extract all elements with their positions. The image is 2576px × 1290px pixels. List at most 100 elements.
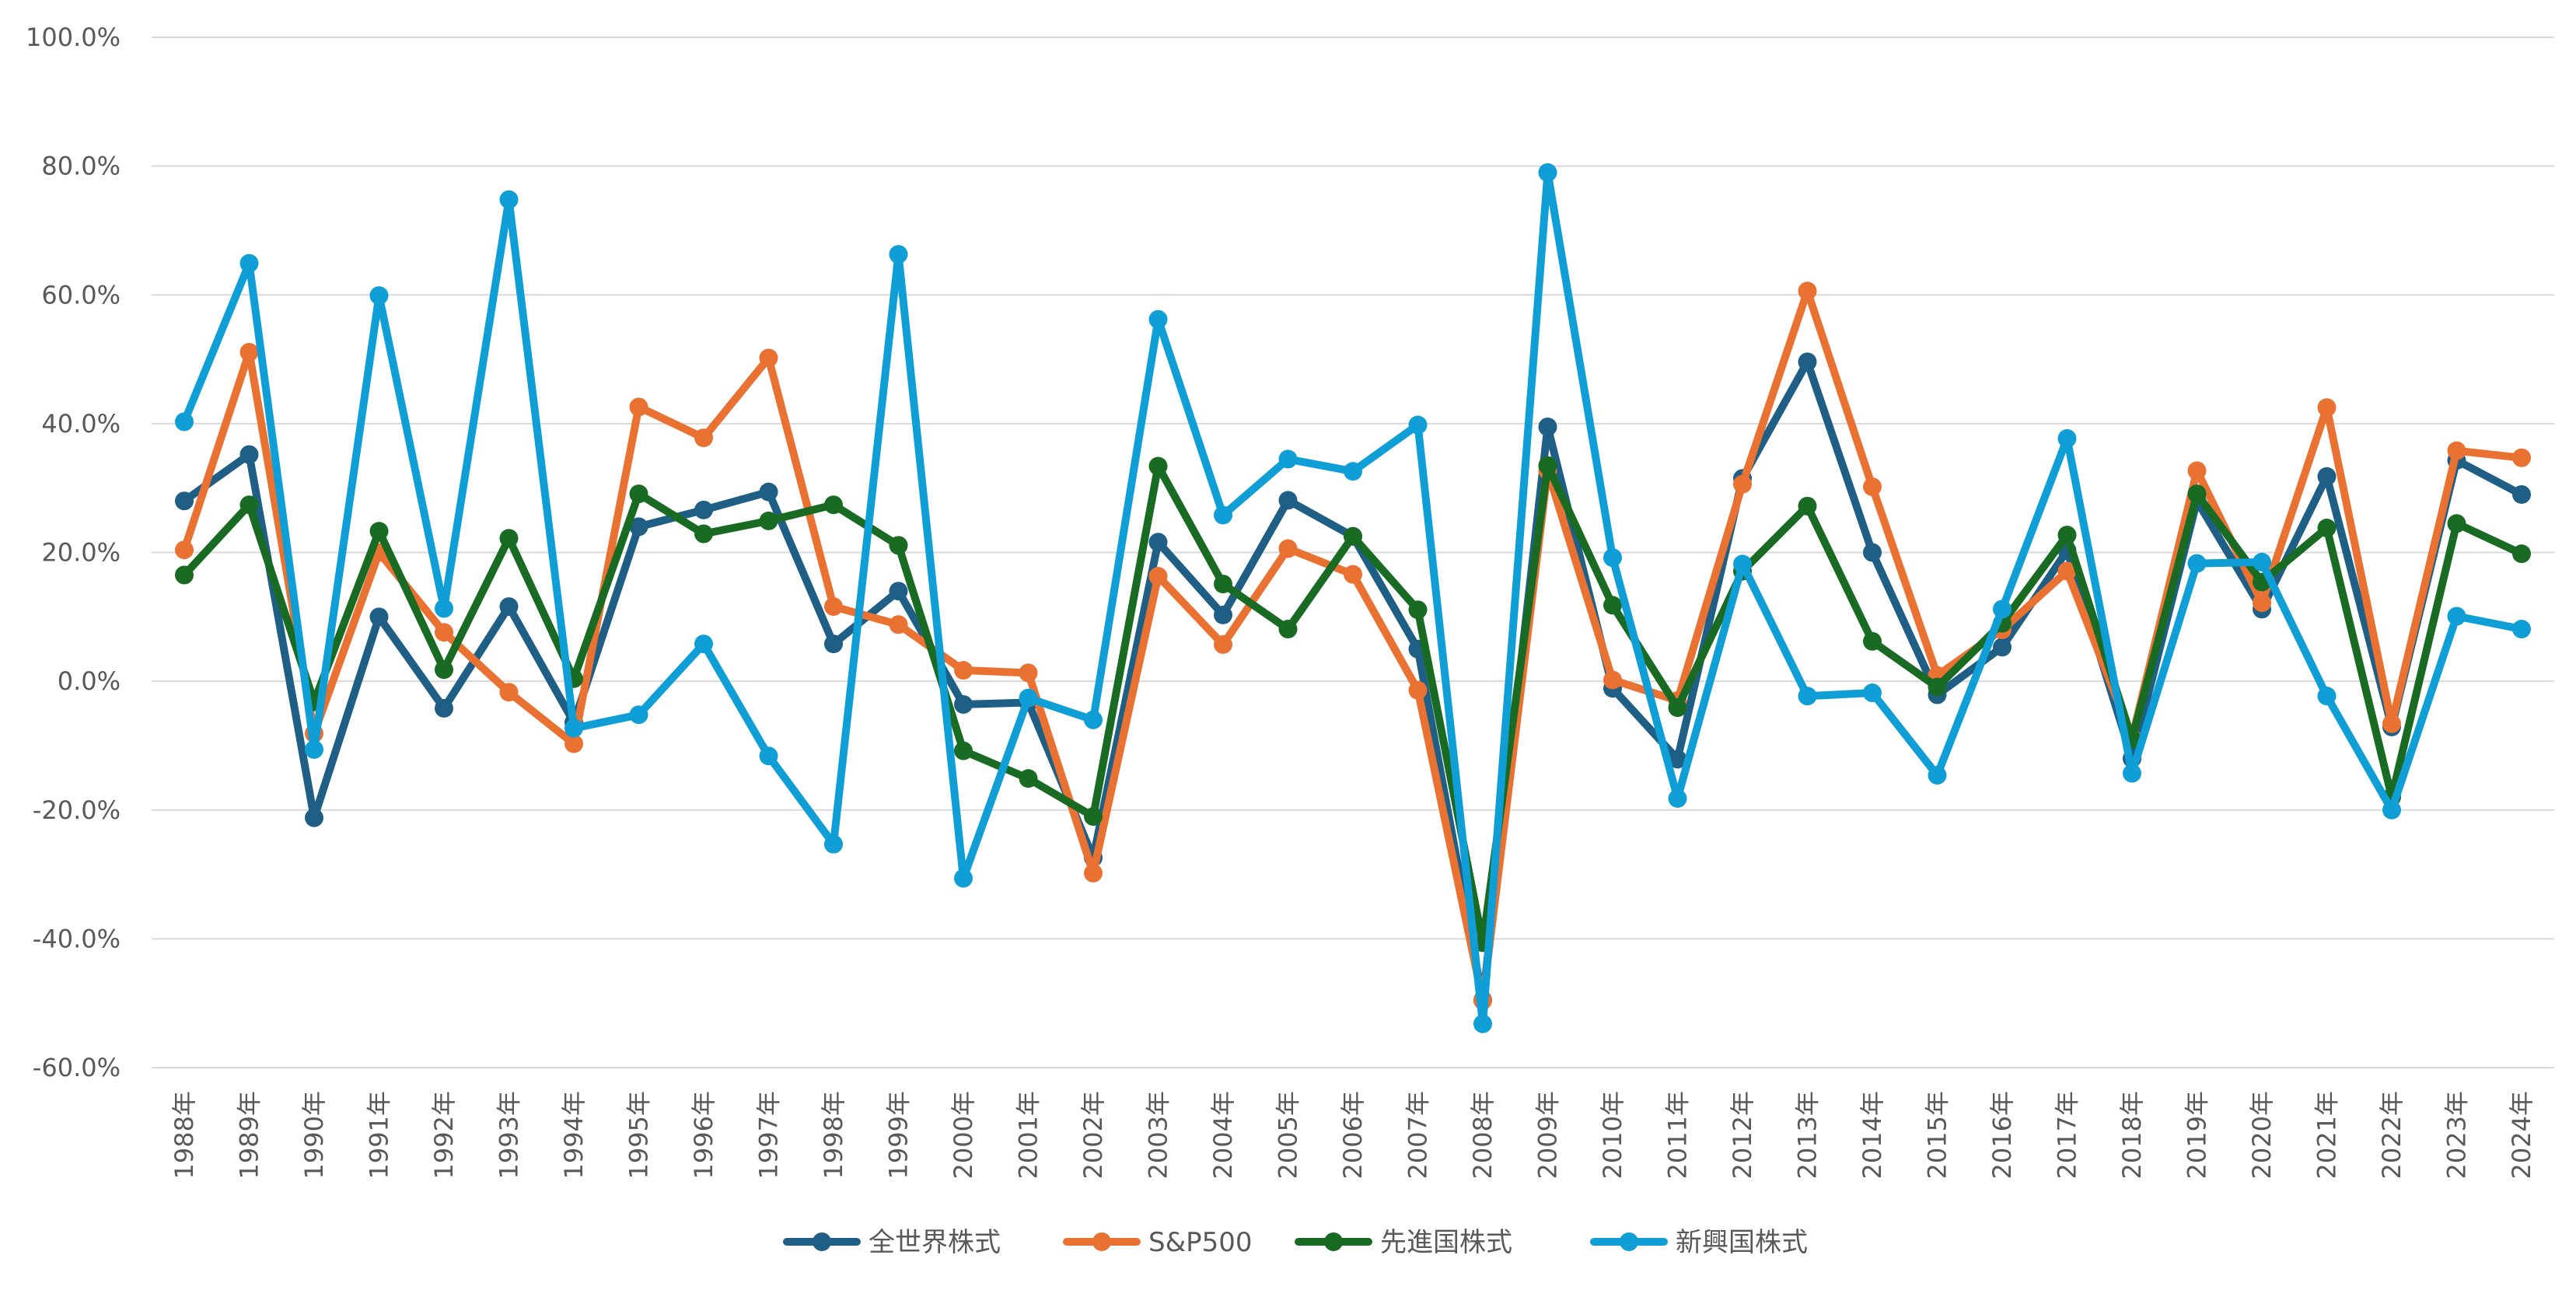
data-point — [889, 582, 908, 601]
y-tick-label: -40.0% — [33, 924, 121, 953]
data-point — [2382, 800, 2401, 820]
data-point — [824, 597, 843, 617]
data-point — [499, 529, 519, 548]
data-point — [2512, 448, 2531, 467]
data-point — [2253, 552, 2271, 572]
data-point — [824, 495, 843, 515]
x-tick-label: 2003年 — [1144, 1091, 1173, 1179]
x-tick-label: 2008年 — [1468, 1091, 1498, 1179]
data-point — [1603, 670, 1622, 690]
data-point — [2057, 428, 2077, 448]
data-point — [175, 491, 194, 511]
data-point — [954, 661, 973, 680]
data-point — [2447, 514, 2466, 533]
data-point — [1214, 575, 1232, 594]
data-point — [1344, 526, 1362, 546]
y-tick-label: 40.0% — [41, 409, 121, 439]
y-tick-label: -60.0% — [33, 1053, 121, 1082]
x-tick-label: 2011年 — [1663, 1091, 1693, 1179]
data-series — [175, 163, 2531, 1033]
data-point — [2382, 714, 2401, 733]
data-point — [369, 286, 389, 306]
data-point — [2447, 607, 2466, 626]
data-point — [2317, 467, 2337, 486]
x-tick-label: 2002年 — [1078, 1091, 1108, 1179]
data-point — [1148, 456, 1168, 476]
data-point — [239, 495, 259, 515]
x-tick-label: 2019年 — [2183, 1091, 2212, 1179]
x-tick-label: 2021年 — [2312, 1091, 2342, 1179]
x-tick-label: 2017年 — [2053, 1091, 2082, 1179]
data-point — [305, 808, 323, 827]
data-point — [1278, 620, 1298, 639]
data-point — [369, 522, 389, 541]
x-tick-label: 2013年 — [1793, 1091, 1823, 1179]
data-point — [2253, 593, 2271, 613]
data-point — [2187, 484, 2207, 504]
data-point — [2512, 544, 2531, 564]
data-point — [629, 484, 648, 504]
data-point — [1344, 462, 1362, 481]
data-point — [1798, 352, 1817, 372]
data-point — [1733, 474, 1752, 494]
data-point — [2187, 554, 2207, 573]
data-point — [1538, 456, 1557, 475]
data-point — [435, 698, 453, 718]
data-point — [1798, 496, 1817, 516]
data-point — [369, 607, 389, 627]
x-tick-label: 1992年 — [429, 1091, 459, 1179]
x-tick-label: 2009年 — [1533, 1091, 1563, 1179]
data-point — [694, 524, 713, 544]
data-point — [499, 190, 519, 209]
data-point — [175, 412, 194, 432]
data-point — [435, 599, 453, 618]
data-point — [694, 635, 713, 654]
data-point — [499, 597, 519, 617]
x-tick-label: 2010年 — [1598, 1091, 1627, 1179]
data-point — [1928, 677, 1947, 697]
data-point — [694, 428, 713, 448]
x-tick-label: 2020年 — [2247, 1091, 2277, 1179]
legend-swatch-marker — [813, 1232, 831, 1251]
data-point — [1019, 769, 1038, 788]
data-point — [1408, 680, 1428, 700]
y-tick-label: -20.0% — [33, 795, 121, 825]
legend-label: 新興国株式 — [1676, 1227, 1808, 1258]
data-point — [1214, 505, 1232, 525]
y-tick-label: 0.0% — [58, 666, 121, 696]
data-point — [1603, 596, 1622, 615]
x-tick-label: 2022年 — [2377, 1091, 2406, 1179]
data-point — [1538, 163, 1557, 182]
data-point — [759, 482, 778, 502]
data-point — [1863, 543, 1882, 562]
data-point — [2317, 519, 2337, 538]
x-tick-label: 1996年 — [689, 1091, 718, 1179]
data-point — [435, 623, 453, 642]
data-point — [1538, 418, 1557, 437]
data-point — [1993, 600, 2012, 619]
data-point — [954, 694, 973, 714]
data-point — [2317, 687, 2337, 706]
data-point — [175, 540, 194, 560]
data-point — [1278, 449, 1298, 469]
x-tick-label: 2018年 — [2117, 1091, 2147, 1179]
data-point — [954, 869, 973, 888]
x-tick-label: 2004年 — [1208, 1091, 1238, 1179]
legend-label: S&P500 — [1148, 1227, 1253, 1258]
data-point — [759, 348, 778, 368]
x-tick-label: 2015年 — [1923, 1091, 1952, 1179]
data-point — [175, 565, 194, 585]
x-tick-label: 1993年 — [495, 1091, 524, 1179]
y-tick-label: 20.0% — [41, 538, 121, 568]
data-point — [239, 342, 259, 362]
legend-label: 全世界株式 — [869, 1227, 1001, 1258]
data-point — [954, 741, 973, 760]
data-point — [564, 734, 583, 753]
data-point — [1344, 565, 1362, 584]
x-tick-label: 2001年 — [1014, 1091, 1043, 1179]
data-point — [759, 746, 778, 766]
data-point — [1019, 688, 1038, 708]
data-point — [629, 397, 648, 417]
x-tick-label: 2024年 — [2507, 1091, 2536, 1179]
